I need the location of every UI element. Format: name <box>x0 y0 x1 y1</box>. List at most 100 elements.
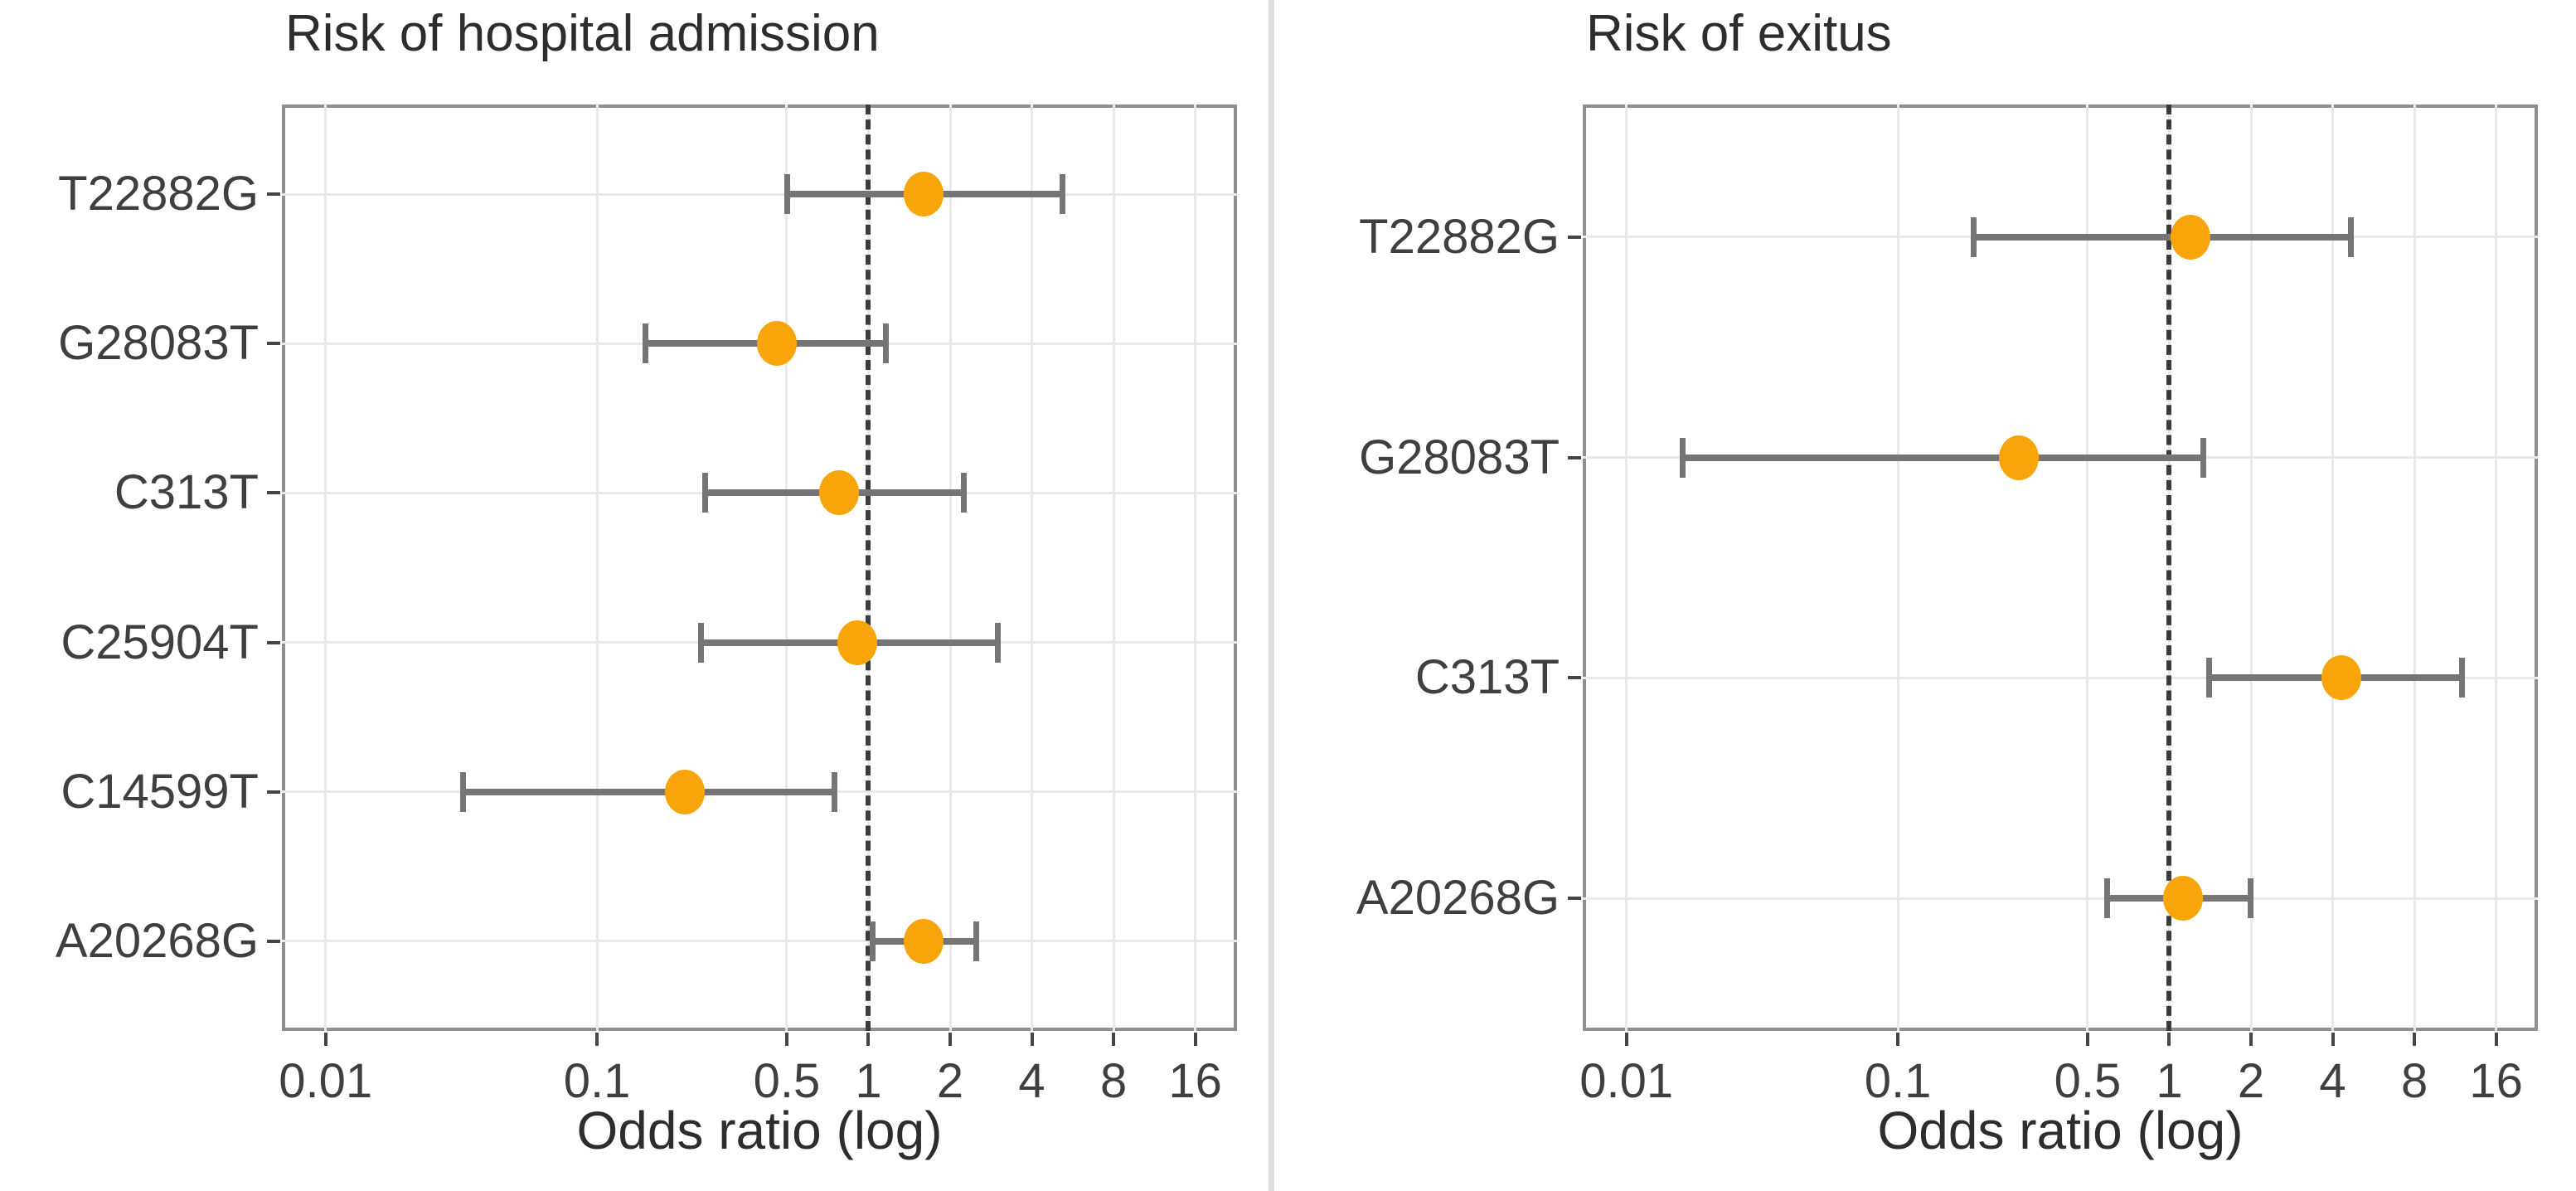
error-bar <box>1681 454 2205 461</box>
x-tick-label: 0.1 <box>1864 1054 1932 1108</box>
x-axis-tick-mark <box>1624 1033 1628 1046</box>
x-tick-label: 1 <box>2156 1054 2183 1108</box>
data-point <box>664 769 705 814</box>
y-tick-label: A20268G <box>55 913 259 968</box>
x-tick-label: 0.1 <box>563 1054 631 1108</box>
x-axis-tick-mark <box>1896 1033 1900 1046</box>
x-axis-tick-mark <box>1193 1033 1197 1046</box>
data-point <box>1999 435 2040 480</box>
v-gridline <box>785 105 788 1031</box>
error-bar-cap-left <box>869 921 876 961</box>
v-gridline <box>595 105 599 1031</box>
x-tick-label: 16 <box>2469 1054 2523 1108</box>
error-bar-cap-left <box>702 473 709 513</box>
x-axis-tick-mark <box>2331 1033 2335 1046</box>
data-point <box>904 172 944 217</box>
error-bar-cap-left <box>1679 437 1686 478</box>
x-axis-tick-mark <box>1030 1033 1034 1046</box>
x-tick-label: 8 <box>2400 1054 2428 1108</box>
x-tick-label: 2 <box>936 1054 964 1108</box>
error-bar-cap-right <box>2348 216 2355 257</box>
y-axis-tick-mark <box>267 790 280 794</box>
error-bar-cap-right <box>973 921 979 961</box>
y-tick-label: T22882G <box>1359 209 1560 264</box>
x-axis-tick-mark <box>2085 1033 2089 1046</box>
y-axis-tick-mark <box>267 192 280 197</box>
y-axis-tick-mark <box>1568 676 1581 680</box>
data-point <box>837 620 878 665</box>
data-point <box>2162 876 2203 921</box>
v-gridline <box>1896 105 1899 1031</box>
x-tick-label: 0.01 <box>279 1054 373 1108</box>
error-bar-cap-right <box>994 622 1001 663</box>
y-axis-tick-mark <box>267 939 280 943</box>
y-axis-tick-mark <box>267 491 280 495</box>
data-point <box>757 321 798 367</box>
h-gridline <box>282 192 1237 196</box>
y-axis-tick-mark <box>1568 235 1581 239</box>
error-bar-cap-right <box>2458 658 2465 698</box>
x-axis-tick-mark <box>2494 1033 2498 1046</box>
x-axis-tick-mark <box>2413 1033 2417 1046</box>
y-tick-label: A20268G <box>1356 871 1560 926</box>
v-gridline <box>1625 105 1628 1031</box>
error-bar-cap-left <box>2104 878 2111 919</box>
x-axis-title-exitus: Odds ratio (log) <box>1877 1101 2244 1160</box>
x-tick-label: 4 <box>2319 1054 2346 1108</box>
y-tick-label: C14599T <box>61 764 259 819</box>
x-axis-tick-mark <box>948 1033 952 1046</box>
y-tick-label: G28083T <box>58 316 259 371</box>
panel-title-exitus: Risk of exitus <box>1586 5 1892 62</box>
v-gridline <box>324 105 327 1031</box>
error-bar <box>463 788 835 795</box>
error-bar-cap-right <box>961 473 968 513</box>
x-tick-label: 1 <box>855 1054 882 1108</box>
v-gridline <box>2495 105 2498 1031</box>
reference-line <box>2166 105 2172 1031</box>
error-bar-cap-left <box>783 174 790 215</box>
v-gridline <box>2331 105 2335 1031</box>
y-tick-label: G28083T <box>1359 430 1560 484</box>
h-gridline <box>1583 676 2538 679</box>
x-tick-label: 0.01 <box>1579 1054 1674 1108</box>
h-gridline <box>1583 897 2538 900</box>
y-axis-tick-mark <box>1568 455 1581 459</box>
x-tick-label: 0.5 <box>2054 1054 2122 1108</box>
y-tick-label: C313T <box>1414 650 1560 705</box>
v-gridline <box>2413 105 2416 1031</box>
data-point <box>819 470 860 516</box>
x-axis-tick-mark <box>2167 1033 2171 1046</box>
error-bar-cap-right <box>1059 174 1065 215</box>
data-point <box>2321 655 2361 701</box>
plot-area-exitus <box>1583 105 2538 1031</box>
error-bar-cap-right <box>882 323 889 364</box>
data-point <box>2171 214 2211 260</box>
panel-title-hospital-admission: Risk of hospital admission <box>285 5 880 62</box>
y-tick-label: C25904T <box>61 615 259 669</box>
v-gridline <box>1112 105 1115 1031</box>
reference-line <box>866 105 871 1031</box>
data-point <box>904 918 944 964</box>
figure-divider <box>1269 0 1274 1191</box>
x-axis-tick-mark <box>866 1033 871 1046</box>
x-axis-tick-mark <box>323 1033 327 1046</box>
error-bar-cap-left <box>460 771 467 812</box>
x-axis-tick-mark <box>1112 1033 1116 1046</box>
x-tick-label: 8 <box>1099 1054 1128 1108</box>
error-bar-cap-left <box>2206 658 2213 698</box>
x-axis-title-hospital-admission: Odds ratio (log) <box>576 1101 943 1160</box>
x-tick-label: 16 <box>1168 1054 1222 1108</box>
error-bar-cap-left <box>1971 216 1977 257</box>
v-gridline <box>948 105 952 1031</box>
error-bar-cap-right <box>2248 878 2253 919</box>
x-axis-tick-mark <box>595 1033 599 1046</box>
y-axis-tick-mark <box>267 342 280 346</box>
v-gridline <box>2086 105 2089 1031</box>
error-bar-cap-left <box>697 622 704 663</box>
error-bar-cap-right <box>831 771 837 812</box>
x-tick-label: 0.5 <box>753 1054 821 1108</box>
v-gridline <box>1194 105 1197 1031</box>
y-tick-label: T22882G <box>58 167 259 221</box>
error-bar-cap-right <box>2200 437 2207 478</box>
